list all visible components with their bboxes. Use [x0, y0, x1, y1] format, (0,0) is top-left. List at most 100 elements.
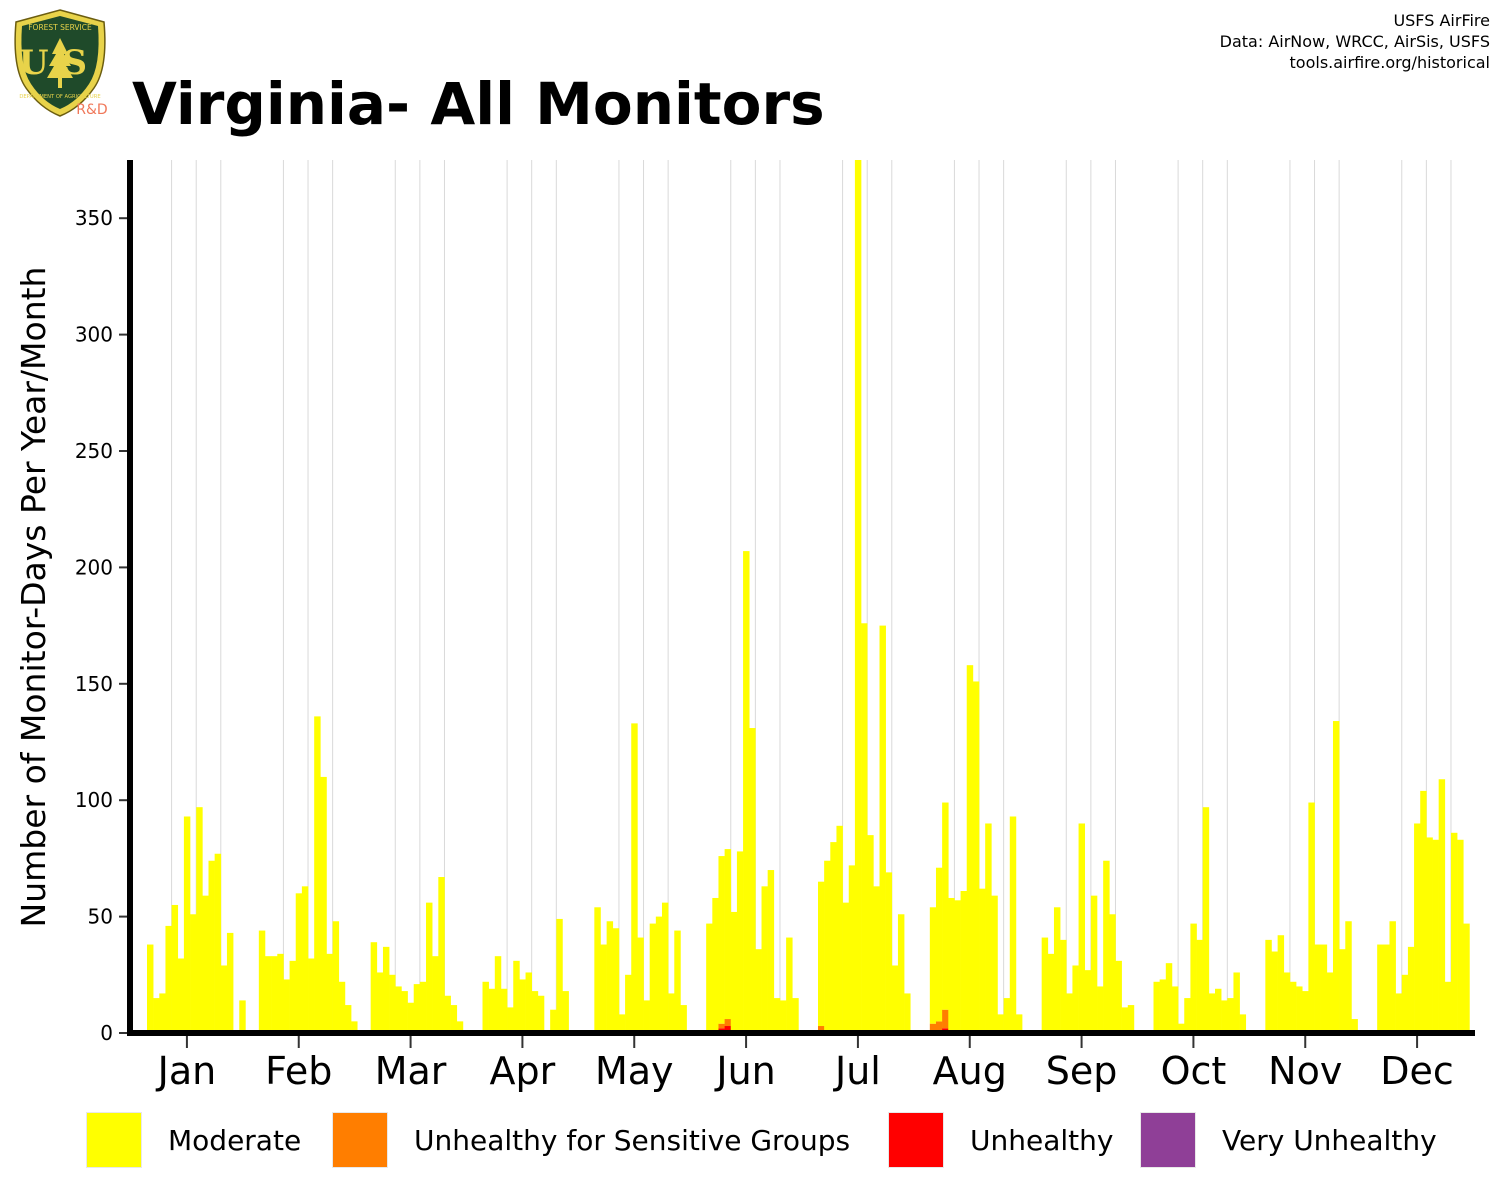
bar-moderate	[1289, 981, 1297, 1033]
bar-moderate	[824, 860, 831, 1033]
bar-moderate	[1377, 944, 1384, 1033]
bar-moderate	[1159, 979, 1167, 1033]
bar-moderate	[401, 991, 408, 1033]
bar-moderate	[147, 944, 154, 1033]
bar-moderate	[960, 890, 968, 1033]
bar-moderate	[1233, 972, 1240, 1033]
bar-moderate	[220, 965, 228, 1033]
axes	[127, 160, 1475, 1036]
bar-moderate	[444, 995, 451, 1033]
bar-moderate	[779, 1000, 787, 1033]
legend-swatch-very-unhealthy	[1140, 1112, 1196, 1168]
bar-moderate	[1066, 993, 1073, 1033]
bar-usg	[942, 1009, 949, 1029]
bar-moderate	[661, 902, 669, 1033]
bar-moderate	[724, 849, 732, 1020]
bar-moderate	[1078, 823, 1086, 1033]
bar-moderate	[954, 900, 961, 1033]
bar-moderate	[600, 944, 607, 1033]
bar-moderate	[519, 979, 526, 1033]
legend-swatch-usg	[332, 1112, 388, 1168]
bar-moderate	[395, 986, 402, 1033]
bar-moderate	[1053, 907, 1061, 1033]
logo-top-text: FOREST SERVICE	[28, 23, 92, 32]
x-tick-label: Oct	[1161, 1049, 1227, 1093]
bar-moderate	[1171, 986, 1179, 1033]
bar-moderate	[1215, 988, 1222, 1033]
bar-moderate	[450, 1005, 458, 1033]
bar-moderate	[1178, 1023, 1185, 1033]
bar-moderate	[948, 897, 955, 1033]
x-tick-label: Apr	[490, 1049, 556, 1093]
x-tick-label: Feb	[265, 1049, 332, 1093]
bar-moderate	[935, 867, 943, 1022]
bar-moderate	[295, 893, 303, 1033]
bar-usg	[818, 1026, 825, 1033]
bar-moderate	[1414, 823, 1421, 1033]
bar-moderate	[1121, 1007, 1129, 1033]
bar-moderate	[314, 716, 321, 1033]
bar-moderate	[1097, 986, 1104, 1033]
bar-moderate	[718, 856, 725, 1024]
bar-moderate	[190, 914, 197, 1033]
bar-moderate	[979, 888, 986, 1033]
bar-moderate	[1047, 953, 1055, 1033]
y-tick-label: 250	[75, 439, 113, 463]
bar-moderate	[861, 623, 868, 1033]
bar-moderate	[556, 918, 563, 1033]
bar-moderate	[1009, 816, 1017, 1033]
bar-moderate	[1202, 807, 1210, 1033]
bar-moderate	[1332, 721, 1340, 1033]
bar-moderate	[1277, 935, 1285, 1033]
bar-moderate	[1084, 970, 1092, 1033]
bar-moderate	[786, 937, 793, 1033]
bar-moderate	[413, 984, 421, 1033]
credit-line-source: USFS AirFire	[1393, 11, 1490, 30]
bar-moderate	[668, 993, 675, 1033]
bar-moderate	[171, 904, 179, 1033]
chart-title: Virginia- All Monitors	[132, 70, 825, 138]
bar-moderate	[897, 914, 905, 1033]
bar-moderate	[389, 974, 396, 1033]
bar-moderate	[239, 1000, 246, 1033]
bar-moderate	[500, 988, 508, 1033]
y-axis-label: Number of Monitor-Days Per Year/Month	[14, 267, 53, 928]
legend-label-very-unhealthy: Very Unhealthy	[1222, 1124, 1437, 1157]
gridlines	[171, 160, 1452, 1033]
bar-moderate	[1395, 993, 1403, 1033]
credit-line-data: Data: AirNow, WRCC, AirSis, USFS	[1219, 32, 1490, 51]
bar-moderate	[1450, 832, 1458, 1033]
x-tick-label: Jan	[156, 1049, 217, 1093]
bar-moderate	[1041, 937, 1049, 1033]
bar-moderate	[1127, 1005, 1135, 1033]
bar-moderate	[1444, 981, 1452, 1033]
bar-moderate	[513, 960, 520, 1033]
bar-usg	[718, 1023, 725, 1029]
bar-unhealthy	[724, 1026, 732, 1033]
bar-moderate	[885, 872, 893, 1033]
bar-moderate	[264, 956, 272, 1033]
bar-moderate	[1103, 860, 1110, 1033]
bar-moderate	[344, 1005, 352, 1033]
legend-label-usg: Unhealthy for Sensitive Groups	[414, 1124, 851, 1157]
bar-moderate	[674, 930, 681, 1033]
bar-moderate	[507, 1007, 514, 1033]
bar-moderate	[1302, 991, 1309, 1033]
y-tick-label: 100	[75, 788, 113, 812]
bar-moderate	[271, 956, 278, 1033]
bar-moderate	[494, 956, 502, 1033]
bars	[147, 160, 1470, 1033]
y-tick-label: 300	[75, 323, 113, 347]
x-tick-label: Jun	[714, 1049, 775, 1093]
bar-moderate	[1072, 965, 1079, 1033]
legend-swatch-moderate	[86, 1112, 142, 1168]
legend-label-moderate: Moderate	[168, 1124, 302, 1157]
bar-moderate	[1320, 944, 1328, 1033]
bar-moderate	[1109, 914, 1116, 1033]
bar-moderate	[153, 998, 160, 1033]
bar-moderate	[159, 993, 166, 1033]
bar-moderate	[488, 988, 496, 1033]
bar-moderate	[438, 877, 445, 1033]
bar-moderate	[749, 728, 756, 1033]
bar-moderate	[1401, 974, 1409, 1033]
